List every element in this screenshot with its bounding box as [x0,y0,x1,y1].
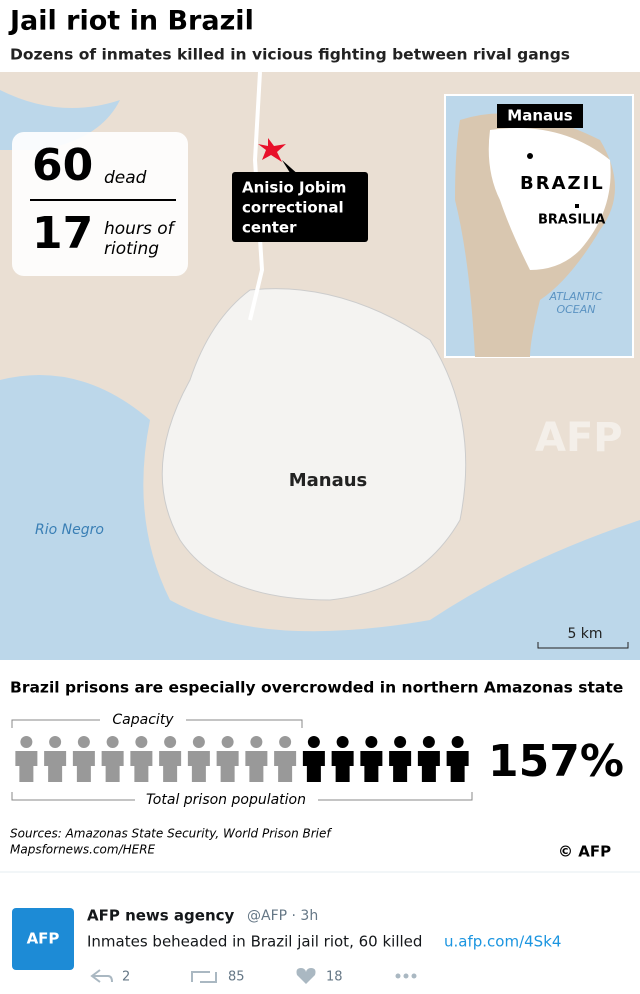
retweet-icon[interactable] [191,971,217,983]
subtitle: Dozens of inmates killed in vicious figh… [10,46,570,64]
tweet-handle: @AFP · 3h [247,908,318,924]
source: Sources: Amazonas State Security, World … [10,827,332,841]
person-head [307,736,320,748]
hours-number: 17 [32,208,93,259]
person-body [417,751,440,782]
pictogram-icons [15,736,469,782]
scale-label: 5 km [567,626,602,642]
person-head [250,736,263,748]
like-count: 18 [326,970,343,985]
person-body [159,751,182,782]
person-body [101,751,124,782]
person-head [164,736,177,748]
person-body [187,751,210,782]
watermark: AFP [535,415,623,461]
like-icon[interactable] [296,968,316,984]
prison-label: Anisio Jobim [242,179,346,197]
person-head [451,736,464,748]
person-head [336,736,349,748]
person-head [279,736,292,748]
person-body [245,751,268,782]
person-head [77,736,90,748]
person-body [389,751,412,782]
avatar-text: AFP [27,930,60,948]
tweet-text: Inmates beheaded in Brazil jail riot, 60… [87,933,422,951]
prison-label: center [242,219,297,237]
prison-label: correctional [242,199,344,217]
person-head [422,736,435,748]
retweet-count: 85 [228,970,245,985]
city-label: Manaus [289,470,368,491]
person-body [15,751,38,782]
river-label: Rio Negro [35,522,104,538]
person-head [221,736,234,748]
capacity-label: Capacity [112,712,174,728]
avatar[interactable] [12,908,74,970]
inset-capital: BRASILIA [538,213,605,228]
source: Mapsfornews.com/HERE [10,843,156,857]
person-head [394,736,407,748]
reply-count: 2 [122,970,130,985]
person-body [274,751,297,782]
person-head [106,736,119,748]
tweet-name[interactable]: AFP news agency [87,907,235,925]
person-head [365,736,378,748]
hours-label: rioting [104,239,159,259]
map: Anisio Jobim correctional center Manaus … [0,71,640,660]
reply-icon[interactable] [90,969,113,983]
population-label: Total prison population [146,792,306,808]
person-head [192,736,205,748]
person-head [20,736,33,748]
credit: © AFP [558,843,611,861]
person-body [360,751,383,782]
person-body [44,751,67,782]
more-icon[interactable] [395,973,417,979]
person-body [130,751,153,782]
person-body [216,751,239,782]
inset-city: Manaus [507,107,573,125]
person-body [302,751,325,782]
pictogram-heading: Brazil prisons are especially overcrowde… [10,679,623,697]
dead-number: 60 [32,140,93,191]
inset-ocean: OCEAN [556,303,595,316]
person-body [331,751,354,782]
person-head [135,736,148,748]
person-body [72,751,95,782]
person-head [49,736,62,748]
inset-ocean: ATLANTIC [549,290,603,303]
hours-label: hours of [104,219,177,239]
percentage: 157% [488,736,624,787]
inset-country: BRAZIL [520,173,605,194]
tweet-link[interactable]: u.afp.com/4Sk4 [444,933,561,951]
title: Jail riot in Brazil [8,6,254,37]
person-body [446,751,469,782]
dead-label: dead [104,168,147,188]
